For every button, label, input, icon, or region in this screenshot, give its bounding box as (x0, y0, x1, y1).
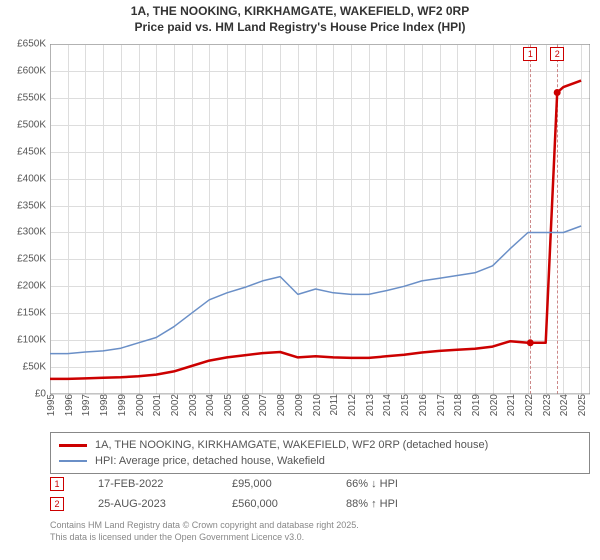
x-axis-tick-label: 2002 (170, 394, 181, 416)
legend-swatch (59, 460, 87, 462)
y-axis-tick-label: £600K (17, 65, 46, 76)
series-line-hpi (50, 226, 581, 354)
y-axis-tick-label: £550K (17, 92, 46, 103)
x-axis-tick-label: 2009 (294, 394, 305, 416)
x-axis-tick-label: 1995 (46, 394, 57, 416)
event-price: £560,000 (232, 498, 312, 510)
y-axis-tick-label: £100K (17, 335, 46, 346)
event-date: 17-FEB-2022 (98, 478, 198, 490)
x-axis-tick-label: 2024 (559, 394, 570, 416)
x-axis-tick-label: 2008 (276, 394, 287, 416)
x-axis-tick-label: 2023 (542, 394, 553, 416)
legend-item: HPI: Average price, detached house, Wake… (59, 453, 581, 469)
x-axis-tick-label: 2015 (400, 394, 411, 416)
x-axis-tick-label: 2005 (223, 394, 234, 416)
x-axis-tick-label: 2016 (418, 394, 429, 416)
chart-event-marker: 2 (550, 47, 564, 61)
y-axis-tick-label: £450K (17, 146, 46, 157)
event-note: 66% ↓ HPI (346, 478, 398, 490)
y-axis-tick-label: £500K (17, 119, 46, 130)
y-axis-tick-label: £350K (17, 200, 46, 211)
event-marker-badge: 1 (50, 477, 64, 491)
legend-label: HPI: Average price, detached house, Wake… (95, 455, 325, 467)
x-axis-tick-label: 2018 (453, 394, 464, 416)
x-axis-tick-label: 2001 (152, 394, 163, 416)
y-axis-tick-label: £250K (17, 254, 46, 265)
x-axis-tick-label: 2003 (188, 394, 199, 416)
attribution-line-1: Contains HM Land Registry data © Crown c… (50, 520, 590, 532)
x-axis-tick-label: 2012 (347, 394, 358, 416)
x-axis-tick-label: 2019 (471, 394, 482, 416)
x-axis-tick-label: 2025 (577, 394, 588, 416)
y-axis-tick-label: £0 (35, 389, 46, 400)
attribution-text: Contains HM Land Registry data © Crown c… (50, 520, 590, 543)
x-axis-tick-label: 1996 (64, 394, 75, 416)
series-line-price_paid (50, 81, 581, 379)
y-axis-tick-label: £400K (17, 173, 46, 184)
event-point (554, 89, 561, 96)
event-row: 1 17-FEB-2022 £95,000 66% ↓ HPI (50, 474, 590, 494)
event-point (527, 339, 534, 346)
events-table: 1 17-FEB-2022 £95,000 66% ↓ HPI 2 25-AUG-2023… (50, 474, 590, 514)
event-note: 88% ↑ HPI (346, 498, 398, 510)
y-axis-tick-label: £300K (17, 227, 46, 238)
x-axis-tick-label: 2013 (365, 394, 376, 416)
y-axis-tick-label: £50K (23, 362, 46, 373)
x-axis-tick-label: 1998 (99, 394, 110, 416)
x-axis-tick-label: 2006 (241, 394, 252, 416)
title-line-1: 1A, THE NOOKING, KIRKHAMGATE, WAKEFIELD,… (0, 4, 600, 20)
chart-plot-area: £0£50K£100K£150K£200K£250K£300K£350K£400… (50, 44, 590, 394)
y-axis-tick-label: £150K (17, 308, 46, 319)
event-price: £95,000 (232, 478, 312, 490)
legend-item: 1A, THE NOOKING, KIRKHAMGATE, WAKEFIELD,… (59, 437, 581, 453)
event-marker-badge: 2 (50, 497, 64, 511)
x-axis-tick-label: 2017 (436, 394, 447, 416)
chart-svg (50, 44, 590, 394)
x-axis-tick-label: 1999 (117, 394, 128, 416)
x-axis-tick-label: 2014 (382, 394, 393, 416)
x-axis-tick-label: 2007 (258, 394, 269, 416)
legend-label: 1A, THE NOOKING, KIRKHAMGATE, WAKEFIELD,… (95, 439, 488, 451)
x-axis-tick-label: 2011 (329, 394, 340, 416)
x-axis-tick-label: 2020 (489, 394, 500, 416)
y-axis-tick-label: £200K (17, 281, 46, 292)
title-line-2: Price paid vs. HM Land Registry's House … (0, 20, 600, 36)
x-axis-tick-label: 1997 (81, 394, 92, 416)
x-axis-tick-label: 2004 (205, 394, 216, 416)
legend-swatch (59, 444, 87, 447)
y-axis-tick-label: £650K (17, 39, 46, 50)
legend-box: 1A, THE NOOKING, KIRKHAMGATE, WAKEFIELD,… (50, 432, 590, 474)
x-axis-tick-label: 2021 (506, 394, 517, 416)
chart-title-block: 1A, THE NOOKING, KIRKHAMGATE, WAKEFIELD,… (0, 0, 600, 35)
x-axis-tick-label: 2000 (135, 394, 146, 416)
x-axis-tick-label: 2022 (524, 394, 535, 416)
event-row: 2 25-AUG-2023 £560,000 88% ↑ HPI (50, 494, 590, 514)
event-date: 25-AUG-2023 (98, 498, 198, 510)
attribution-line-2: This data is licensed under the Open Gov… (50, 532, 590, 544)
x-axis-tick-label: 2010 (312, 394, 323, 416)
chart-event-marker: 1 (523, 47, 537, 61)
